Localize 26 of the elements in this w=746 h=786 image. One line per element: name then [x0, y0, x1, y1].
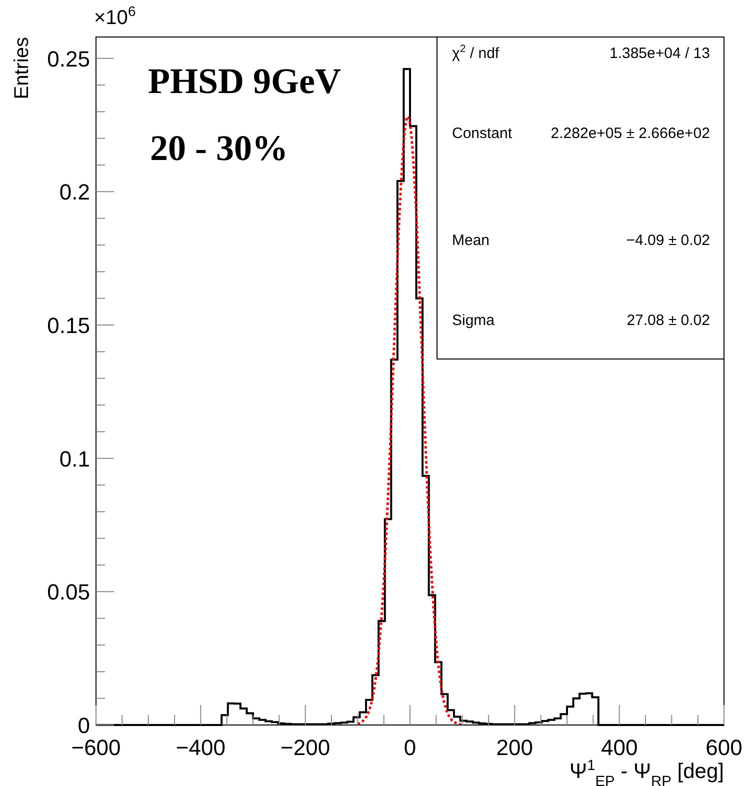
y-tick-label: 0.2 — [59, 180, 90, 205]
y-tick-label: 0.1 — [59, 446, 90, 472]
x-tick-label: −600 — [71, 735, 121, 760]
annotation: 27.08 ± 0.02 — [626, 312, 710, 329]
x-tick-label: 0 — [404, 735, 416, 760]
x-tick-label: 400 — [600, 735, 638, 760]
x-axis-title: Ψ$^{1}$$_{EP}$ - Ψ$_{RP}$ [deg] — [570, 758, 724, 786]
annotation: Sigma — [452, 312, 496, 329]
x-tick-label: 200 — [496, 735, 534, 760]
text: 20 - 30% — [150, 128, 288, 168]
y-tick-label: 0.05 — [47, 580, 90, 605]
x-tick-label: −200 — [280, 735, 330, 760]
y-tick-label: 0 — [78, 713, 90, 738]
annotation: 2.282e+05 ± 2.666e+02 — [550, 125, 710, 142]
annotation: 1.385e+04 / 13 — [609, 45, 710, 62]
annotation: Mean — [452, 232, 490, 249]
text: PHSD 9GeV — [148, 61, 341, 101]
y-tick-label: 0.25 — [47, 46, 90, 72]
text: ×10$^{6}$ — [94, 3, 136, 29]
annotation: Constant — [452, 125, 513, 142]
x-tick-label: 600 — [706, 735, 742, 760]
y-axis-title: Entries — [11, 37, 33, 100]
y-tick-label: 0.15 — [47, 313, 90, 338]
annotation: χ$^{2}$ / ndf — [452, 43, 500, 62]
annotation: −4.09 ± 0.02 — [626, 232, 710, 249]
x-tick-label: −400 — [176, 735, 226, 760]
